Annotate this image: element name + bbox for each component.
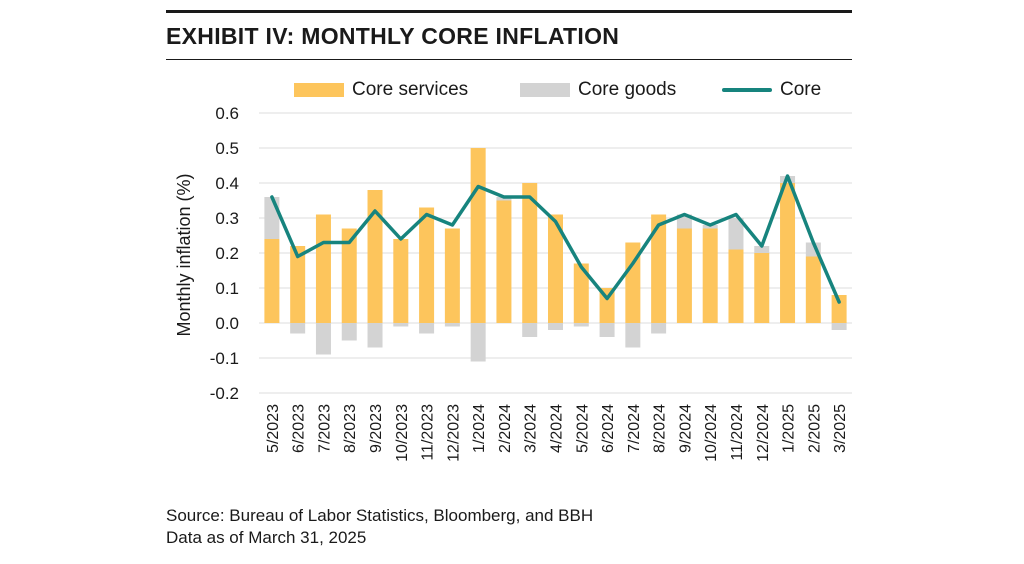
- bar-core-goods: [419, 323, 435, 334]
- x-tick-label: 9/2023: [368, 404, 385, 453]
- bars: [264, 148, 847, 362]
- bar-core-goods: [290, 323, 306, 334]
- x-tick-label: 10/2024: [703, 404, 720, 462]
- bar-core-services: [341, 228, 357, 323]
- x-tick-label: 4/2024: [549, 404, 566, 453]
- y-tick-label: 0.3: [215, 209, 239, 228]
- bar-core-goods: [573, 323, 589, 327]
- x-tick-label: 8/2023: [342, 404, 359, 453]
- bar-core-goods: [393, 323, 409, 327]
- bar-core-services: [676, 228, 692, 323]
- core-line: [270, 174, 841, 304]
- bar-core-goods: [315, 323, 331, 355]
- bar-core-goods: [676, 214, 692, 229]
- bar-core-goods: [599, 323, 615, 337]
- bar-core-goods: [754, 246, 770, 253]
- bar-core-goods: [831, 323, 847, 330]
- legend-core-services: Core services: [294, 78, 468, 102]
- y-tick-label: 0.0: [215, 314, 239, 333]
- data-date: Data as of March 31, 2025: [166, 528, 367, 547]
- y-tick-label: 0.2: [215, 244, 239, 263]
- exhibit-title: EXHIBIT IV: MONTHLY CORE INFLATION: [166, 23, 620, 49]
- title-rule-bottom: [166, 59, 852, 60]
- legend-label-core-goods: Core goods: [578, 79, 677, 100]
- x-tick-label: 6/2024: [600, 404, 617, 453]
- bar-core-goods: [625, 323, 641, 348]
- x-tick-label: 5/2023: [265, 404, 282, 453]
- x-tick-label: 8/2024: [652, 404, 669, 453]
- bar-core-goods: [522, 323, 538, 337]
- bar-core-goods: [444, 323, 460, 327]
- legend-core-goods: Core goods: [520, 78, 676, 102]
- y-tick-label: 0.6: [215, 104, 239, 123]
- gridlines: [259, 112, 852, 394]
- x-tick-label: 10/2023: [394, 404, 411, 462]
- x-tick-label: 2/2025: [806, 404, 823, 453]
- y-tick-label: -0.1: [210, 349, 239, 368]
- bar-core-goods: [728, 218, 744, 250]
- bar-core-services: [702, 228, 718, 323]
- bar-core-services: [290, 246, 306, 323]
- bar-core-goods: [367, 323, 383, 348]
- bar-core-services: [548, 214, 563, 323]
- x-tick-label: 1/2024: [471, 404, 488, 453]
- bar-core-services: [264, 239, 280, 323]
- x-tick-label: 3/2025: [832, 404, 849, 453]
- x-tick-label: 12/2023: [445, 404, 462, 462]
- y-tick-label: 0.4: [215, 174, 239, 193]
- bar-core-goods: [470, 323, 486, 362]
- title-rule-top: [166, 10, 852, 13]
- bar-core-services: [728, 249, 744, 323]
- legend-core: Core: [722, 78, 821, 102]
- bar-core-services: [393, 239, 409, 323]
- bar-core-services: [831, 295, 847, 323]
- x-tick-label: 5/2024: [574, 404, 591, 453]
- x-tick-label: 3/2024: [523, 404, 540, 453]
- bar-core-services: [599, 288, 615, 323]
- bar-core-services: [780, 183, 796, 323]
- x-tick-label: 11/2023: [420, 404, 437, 461]
- x-tick-label: 1/2025: [781, 404, 798, 453]
- bar-core-services: [470, 148, 486, 323]
- legend-swatch-core: [722, 88, 772, 92]
- bar-core-services: [315, 214, 331, 323]
- x-tick-label: 7/2023: [316, 404, 333, 453]
- y-tick-label: 0.1: [215, 279, 239, 298]
- bar-core-services: [805, 256, 821, 323]
- y-axis-label: Monthly inflation (%): [174, 173, 194, 336]
- legend-swatch-core-services: [294, 83, 344, 97]
- x-tick-label: 6/2023: [291, 404, 308, 453]
- source-text: Source: Bureau of Labor Statistics, Bloo…: [166, 506, 594, 525]
- bar-core-services: [496, 200, 512, 323]
- bar-core-goods: [651, 323, 667, 334]
- legend-label-core-services: Core services: [352, 79, 469, 100]
- bar-core-services: [651, 214, 667, 323]
- bar-core-services: [573, 263, 589, 323]
- bar-core-goods: [548, 323, 563, 330]
- y-axis-ticks: 0.6 0.5 0.4 0.3 0.2 0.1 0.0 -0.1 -0.2: [210, 104, 239, 403]
- bar-core-services: [754, 253, 770, 323]
- bar-core-services: [367, 190, 383, 323]
- y-tick-label: -0.2: [210, 384, 239, 403]
- source-note: Source: Bureau of Labor Statistics, Bloo…: [166, 505, 593, 549]
- bar-core-services: [625, 242, 641, 323]
- x-axis-ticks: 5/2023 6/2023 7/2023 8/2023 9/2023 10/2023 11/…: [265, 404, 849, 462]
- legend-label-core: Core: [780, 79, 822, 100]
- bar-core-services: [444, 228, 460, 323]
- bar-core-goods: [264, 197, 280, 239]
- bar-core-goods: [341, 323, 357, 341]
- x-tick-label: 7/2024: [626, 404, 643, 453]
- bar-core-services: [419, 207, 435, 323]
- legend-swatch-core-goods: [520, 83, 570, 97]
- x-tick-label: 9/2024: [677, 404, 694, 453]
- x-tick-label: 11/2024: [729, 404, 746, 461]
- x-tick-label: 2/2024: [497, 404, 514, 453]
- bar-core-goods: [702, 225, 718, 229]
- y-tick-label: 0.5: [215, 139, 239, 158]
- x-tick-label: 12/2024: [755, 404, 772, 462]
- bar-core-services: [522, 183, 538, 323]
